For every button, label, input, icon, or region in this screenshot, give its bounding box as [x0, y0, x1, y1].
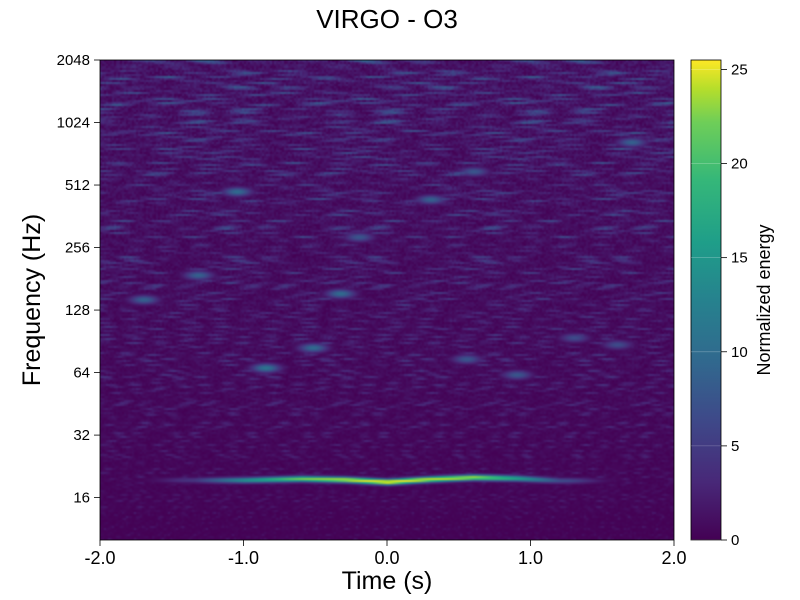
y-tick-label: 1024: [57, 115, 90, 132]
colorbar-tick-label: 15: [731, 250, 748, 267]
y-axis: 16 32 64 128 256 512 1024 2048: [57, 52, 100, 507]
colorbar-tick-label: 10: [731, 344, 748, 361]
x-tick-label: -2.0: [84, 548, 115, 568]
colorbar-tick-label: 20: [731, 156, 748, 173]
x-tick-label: 0.0: [374, 548, 399, 568]
colorbar-tick-label: 5: [731, 438, 739, 455]
colorbar-label: Normalized energy: [754, 224, 774, 375]
colorbar-gradient: [690, 59, 722, 541]
y-tick-label: 2048: [57, 52, 90, 69]
x-tick-label: -1.0: [228, 548, 259, 568]
x-tick-label: 1.0: [518, 548, 543, 568]
colorbar: 0 5 10 15 20 25 Normalized energy: [690, 59, 774, 549]
y-tick-label: 512: [65, 177, 90, 194]
y-tick-label: 64: [73, 365, 90, 382]
plot-area: -2.0 -1.0 0.0 1.0 2.0 16 32 64 128 256 512 1024 204…: [57, 52, 687, 568]
y-tick-label: 16: [73, 490, 90, 507]
y-tick-label: 32: [73, 427, 90, 444]
x-axis-label: Time (s): [342, 567, 433, 595]
chart-title: VIRGO - O3: [316, 4, 458, 34]
x-tick-label: 2.0: [661, 548, 686, 568]
y-tick-label: 256: [65, 240, 90, 257]
y-tick-label: 128: [65, 302, 90, 319]
colorbar-ticks: 0 5 10 15 20 25: [691, 61, 748, 549]
heatmap-image: [100, 60, 674, 540]
colorbar-tick-label: 25: [731, 61, 748, 78]
colorbar-tick-label: 0: [731, 532, 739, 549]
y-axis-label: Frequency (Hz): [18, 214, 46, 386]
x-axis: -2.0 -1.0 0.0 1.0 2.0: [84, 540, 687, 568]
